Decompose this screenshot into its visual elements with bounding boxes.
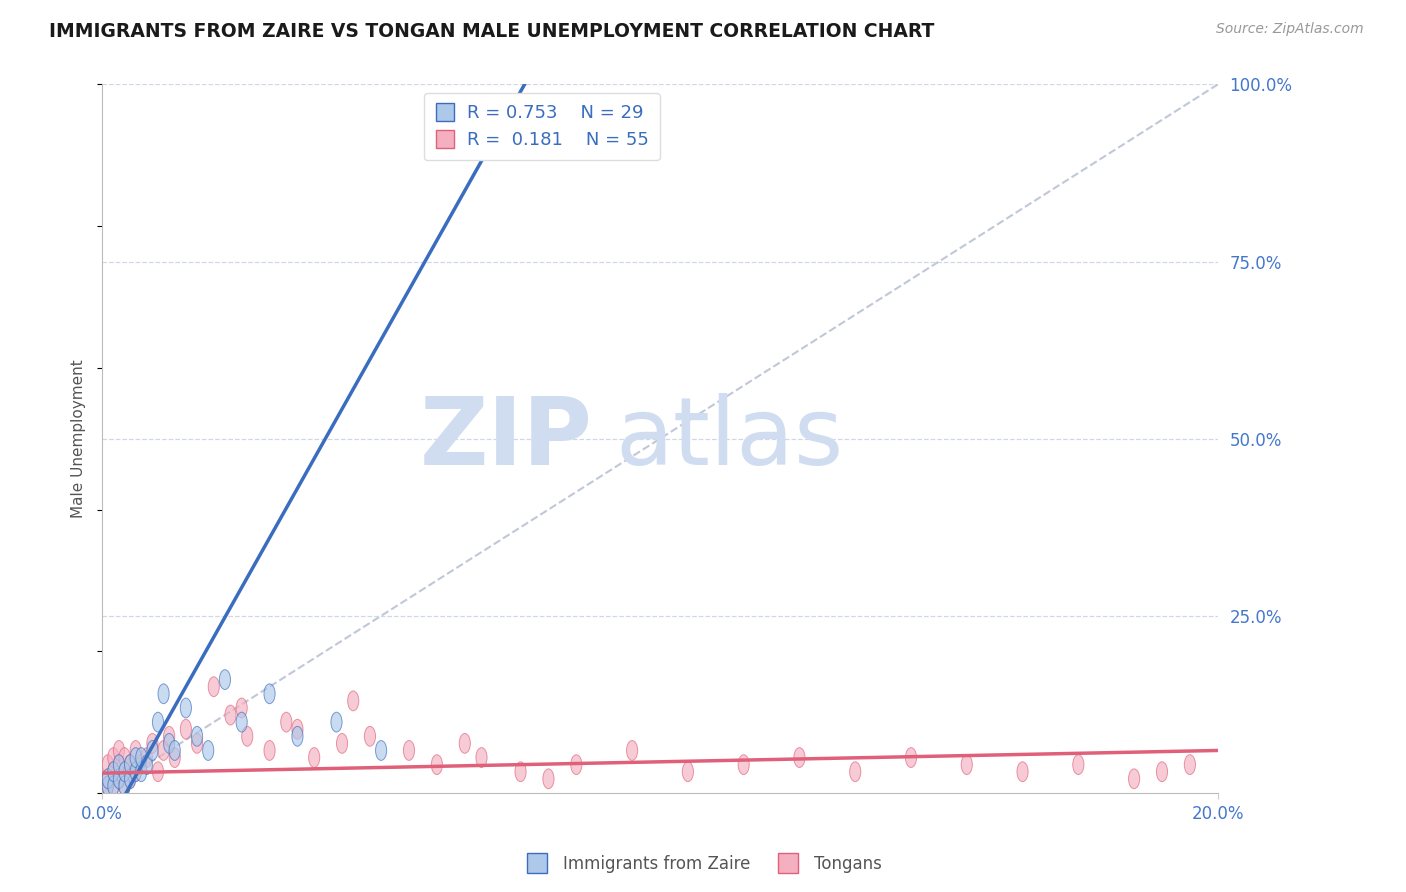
Ellipse shape — [236, 698, 247, 718]
Ellipse shape — [108, 762, 120, 781]
Ellipse shape — [264, 740, 276, 760]
Ellipse shape — [330, 712, 342, 732]
Ellipse shape — [191, 733, 202, 754]
Ellipse shape — [794, 747, 806, 767]
Ellipse shape — [404, 740, 415, 760]
Ellipse shape — [125, 755, 136, 774]
Ellipse shape — [264, 684, 276, 704]
Ellipse shape — [125, 755, 136, 774]
Ellipse shape — [163, 726, 174, 747]
Ellipse shape — [136, 755, 146, 774]
Ellipse shape — [336, 733, 347, 754]
Ellipse shape — [131, 740, 141, 760]
Ellipse shape — [108, 747, 120, 767]
Ellipse shape — [1129, 769, 1140, 789]
Ellipse shape — [103, 776, 114, 796]
Ellipse shape — [146, 740, 157, 760]
Ellipse shape — [114, 769, 125, 789]
Ellipse shape — [152, 712, 163, 732]
Ellipse shape — [1156, 762, 1167, 781]
Ellipse shape — [120, 776, 131, 796]
Legend: Immigrants from Zaire, Tongans: Immigrants from Zaire, Tongans — [517, 848, 889, 880]
Y-axis label: Male Unemployment: Male Unemployment — [72, 359, 86, 518]
Ellipse shape — [1017, 762, 1028, 781]
Ellipse shape — [125, 769, 136, 789]
Ellipse shape — [169, 740, 180, 760]
Ellipse shape — [432, 755, 443, 774]
Ellipse shape — [571, 755, 582, 774]
Ellipse shape — [141, 747, 152, 767]
Ellipse shape — [281, 712, 292, 732]
Ellipse shape — [125, 769, 136, 789]
Ellipse shape — [157, 740, 169, 760]
Ellipse shape — [347, 691, 359, 711]
Ellipse shape — [141, 755, 152, 774]
Ellipse shape — [120, 762, 131, 781]
Ellipse shape — [292, 726, 304, 747]
Ellipse shape — [1184, 755, 1195, 774]
Ellipse shape — [103, 776, 114, 796]
Ellipse shape — [103, 769, 114, 789]
Ellipse shape — [103, 769, 114, 789]
Ellipse shape — [108, 762, 120, 781]
Ellipse shape — [180, 698, 191, 718]
Ellipse shape — [157, 684, 169, 704]
Ellipse shape — [1073, 755, 1084, 774]
Ellipse shape — [225, 705, 236, 725]
Ellipse shape — [180, 719, 191, 739]
Text: ZIP: ZIP — [420, 392, 593, 484]
Ellipse shape — [308, 747, 319, 767]
Ellipse shape — [191, 726, 202, 747]
Ellipse shape — [169, 747, 180, 767]
Ellipse shape — [242, 726, 253, 747]
Ellipse shape — [543, 769, 554, 789]
Text: Source: ZipAtlas.com: Source: ZipAtlas.com — [1216, 22, 1364, 37]
Ellipse shape — [627, 740, 638, 760]
Ellipse shape — [120, 776, 131, 796]
Ellipse shape — [131, 762, 141, 781]
Ellipse shape — [905, 747, 917, 767]
Ellipse shape — [364, 726, 375, 747]
Ellipse shape — [475, 747, 486, 767]
Ellipse shape — [515, 762, 526, 781]
Ellipse shape — [131, 747, 141, 767]
Ellipse shape — [219, 670, 231, 690]
Ellipse shape — [460, 733, 471, 754]
Ellipse shape — [682, 762, 693, 781]
Ellipse shape — [236, 712, 247, 732]
Ellipse shape — [131, 762, 141, 781]
Ellipse shape — [114, 755, 125, 774]
Ellipse shape — [114, 755, 125, 774]
Ellipse shape — [163, 733, 174, 754]
Ellipse shape — [136, 762, 146, 781]
Ellipse shape — [136, 747, 146, 767]
Ellipse shape — [120, 762, 131, 781]
Ellipse shape — [292, 719, 304, 739]
Ellipse shape — [146, 733, 157, 754]
Ellipse shape — [152, 762, 163, 781]
Ellipse shape — [114, 769, 125, 789]
Ellipse shape — [108, 776, 120, 796]
Ellipse shape — [120, 747, 131, 767]
Text: atlas: atlas — [616, 392, 844, 484]
Ellipse shape — [103, 755, 114, 774]
Ellipse shape — [208, 677, 219, 697]
Ellipse shape — [202, 740, 214, 760]
Ellipse shape — [375, 740, 387, 760]
Ellipse shape — [738, 755, 749, 774]
Text: IMMIGRANTS FROM ZAIRE VS TONGAN MALE UNEMPLOYMENT CORRELATION CHART: IMMIGRANTS FROM ZAIRE VS TONGAN MALE UNE… — [49, 22, 935, 41]
Legend: R = 0.753    N = 29, R =  0.181    N = 55: R = 0.753 N = 29, R = 0.181 N = 55 — [423, 94, 659, 161]
Ellipse shape — [849, 762, 860, 781]
Ellipse shape — [108, 776, 120, 796]
Ellipse shape — [962, 755, 973, 774]
Ellipse shape — [114, 740, 125, 760]
